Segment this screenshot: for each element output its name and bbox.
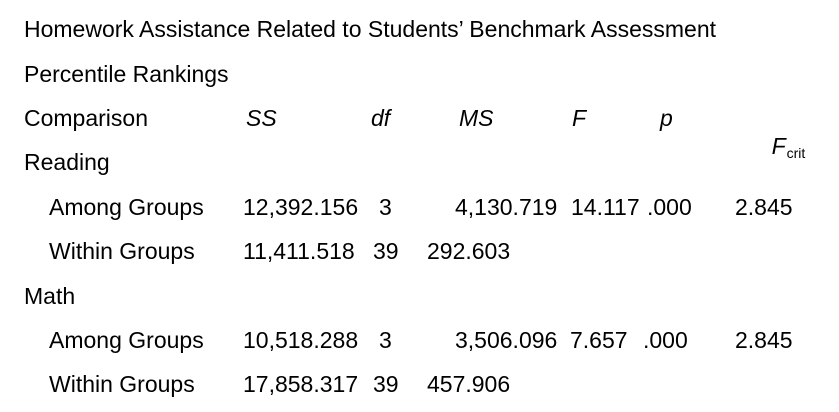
header-ss: SS [246, 105, 277, 131]
row-label: Among Groups [49, 327, 204, 353]
header-fcrit-sub: crit [786, 145, 806, 161]
row-label: Among Groups [49, 194, 204, 220]
table-title-line-2: Percentile Rankings [24, 61, 229, 87]
cell-df: 39 [373, 238, 399, 264]
header-comparison: Comparison [24, 105, 148, 131]
section-label-math: Math [24, 283, 76, 309]
table-title-line-1: Homework Assistance Related to Students’… [24, 16, 717, 42]
cell-ms: 4,130.719 [455, 194, 558, 220]
cell-p: .000 [647, 194, 692, 220]
cell-ms: 3,506.096 [455, 327, 558, 353]
cell-f: 7.657 [570, 327, 628, 353]
cell-df: 3 [379, 327, 392, 353]
row-label: Within Groups [49, 371, 195, 397]
section-label-reading: Reading [24, 149, 110, 175]
row-label: Within Groups [49, 238, 195, 264]
cell-ss: 17,858.317 [243, 371, 359, 397]
cell-ms: 457.906 [427, 371, 511, 397]
cell-p: .000 [643, 327, 688, 353]
header-df: df [371, 105, 391, 131]
cell-ss: 12,392.156 [243, 194, 359, 220]
header-fcrit-main: F [771, 133, 786, 159]
cell-ss: 11,411.518 [243, 238, 355, 264]
cell-ss: 10,518.288 [243, 327, 359, 353]
header-ms: MS [459, 105, 494, 131]
cell-df: 3 [379, 194, 392, 220]
cell-fcrit: 2.845 [735, 327, 793, 353]
cell-df: 39 [373, 371, 399, 397]
cell-ms: 292.603 [427, 238, 511, 264]
cell-fcrit: 2.845 [735, 194, 793, 220]
header-f: F [572, 105, 587, 131]
header-p: p [660, 105, 673, 131]
cell-f: 14.117 [571, 194, 640, 220]
header-fcrit: Fcrit [746, 104, 806, 191]
